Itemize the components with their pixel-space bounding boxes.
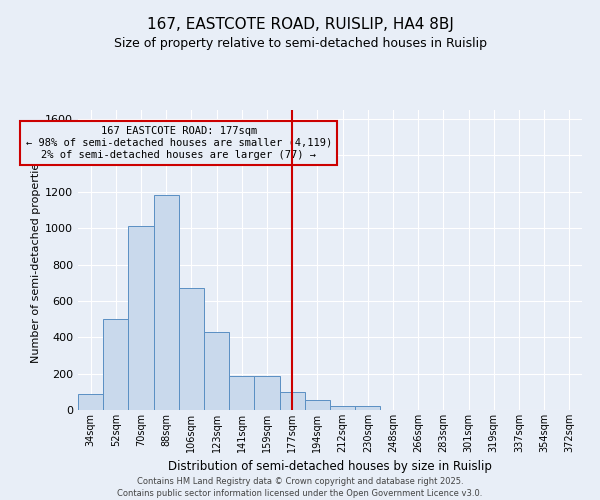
Bar — [103, 319, 128, 410]
Text: 167 EASTCOTE ROAD: 177sqm
← 98% of semi-detached houses are smaller (4,119)
2% o: 167 EASTCOTE ROAD: 177sqm ← 98% of semi-… — [26, 126, 332, 160]
Bar — [128, 226, 154, 410]
Bar — [330, 406, 355, 410]
Bar — [154, 194, 179, 410]
Bar — [254, 376, 280, 410]
Text: Size of property relative to semi-detached houses in Ruislip: Size of property relative to semi-detach… — [113, 38, 487, 51]
Bar — [229, 376, 254, 410]
Bar — [280, 392, 305, 410]
Text: Contains HM Land Registry data © Crown copyright and database right 2025.: Contains HM Land Registry data © Crown c… — [137, 478, 463, 486]
Text: 167, EASTCOTE ROAD, RUISLIP, HA4 8BJ: 167, EASTCOTE ROAD, RUISLIP, HA4 8BJ — [146, 18, 454, 32]
Bar — [305, 400, 330, 410]
Bar — [78, 394, 103, 410]
Text: Contains public sector information licensed under the Open Government Licence v3: Contains public sector information licen… — [118, 489, 482, 498]
Bar — [179, 288, 204, 410]
Y-axis label: Number of semi-detached properties: Number of semi-detached properties — [31, 157, 41, 363]
X-axis label: Distribution of semi-detached houses by size in Ruislip: Distribution of semi-detached houses by … — [168, 460, 492, 473]
Bar — [355, 406, 380, 410]
Bar — [204, 332, 229, 410]
